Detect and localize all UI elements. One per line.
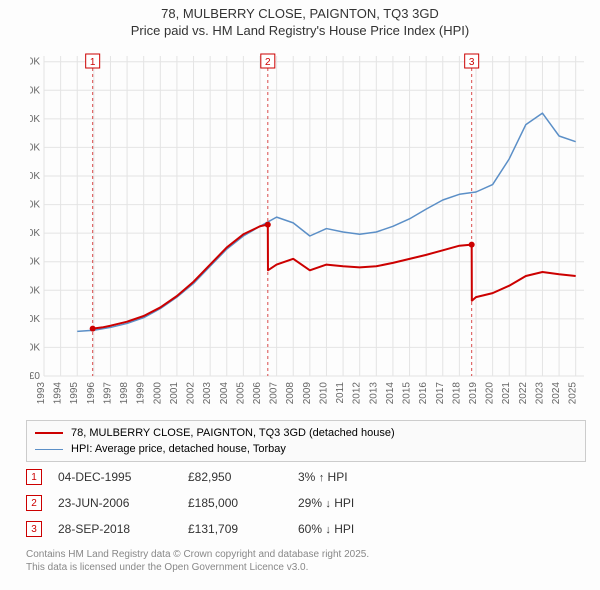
sale-row: 1 04-DEC-1995£82,9503% ↑ HPI <box>26 464 586 490</box>
svg-text:1995: 1995 <box>69 382 80 405</box>
sale-pct-vs-hpi: 29% ↓ HPI <box>298 496 438 510</box>
sale-pct-vs-hpi: 3% ↑ HPI <box>298 470 438 484</box>
title-subtitle: Price paid vs. HM Land Registry's House … <box>0 23 600 38</box>
svg-text:2008: 2008 <box>285 382 296 405</box>
svg-text:£100K: £100K <box>30 314 40 325</box>
svg-text:£150K: £150K <box>30 285 40 296</box>
svg-text:2009: 2009 <box>302 382 313 405</box>
legend-row: 78, MULBERRY CLOSE, PAIGNTON, TQ3 3GD (d… <box>35 425 577 441</box>
svg-text:2014: 2014 <box>385 382 396 405</box>
legend-swatch <box>35 449 63 450</box>
svg-text:2019: 2019 <box>468 382 479 405</box>
footer-attribution: Contains HM Land Registry data © Crown c… <box>26 548 586 574</box>
svg-text:£250K: £250K <box>30 228 40 239</box>
svg-text:2024: 2024 <box>551 382 562 405</box>
svg-text:2016: 2016 <box>418 382 429 405</box>
title-block: 78, MULBERRY CLOSE, PAIGNTON, TQ3 3GD Pr… <box>0 0 600 38</box>
svg-text:2012: 2012 <box>352 382 363 405</box>
svg-text:2021: 2021 <box>501 382 512 405</box>
svg-text:2005: 2005 <box>235 382 246 405</box>
sale-marker: 3 <box>26 521 42 537</box>
sales-table: 1 04-DEC-1995£82,9503% ↑ HPI 2 23-JUN-2006£… <box>26 464 586 542</box>
svg-text:£300K: £300K <box>30 200 40 211</box>
sale-date: 28-SEP-2018 <box>58 522 188 536</box>
sale-price: £82,950 <box>188 470 298 484</box>
sale-marker: 2 <box>26 495 42 511</box>
sale-row: 2 23-JUN-2006£185,00029% ↓ HPI <box>26 490 586 516</box>
svg-text:1994: 1994 <box>53 382 64 405</box>
svg-text:2023: 2023 <box>534 382 545 405</box>
line-chart: £0 £50K £100K £150K £200K £250K £300K £350K £400… <box>30 48 590 408</box>
title-address: 78, MULBERRY CLOSE, PAIGNTON, TQ3 3GD <box>0 6 600 21</box>
svg-text:2025: 2025 <box>568 382 579 405</box>
svg-text:2002: 2002 <box>186 382 197 405</box>
svg-text:2006: 2006 <box>252 382 263 405</box>
footer-line1: Contains HM Land Registry data © Crown c… <box>26 548 586 561</box>
svg-text:£450K: £450K <box>30 114 40 125</box>
svg-text:2003: 2003 <box>202 382 213 405</box>
svg-text:£350K: £350K <box>30 171 40 182</box>
svg-text:£0: £0 <box>30 371 40 382</box>
svg-text:2007: 2007 <box>269 382 280 405</box>
legend: 78, MULBERRY CLOSE, PAIGNTON, TQ3 3GD (d… <box>26 420 586 462</box>
sale-date: 23-JUN-2006 <box>58 496 188 510</box>
svg-text:1999: 1999 <box>136 382 147 405</box>
trend-arrow-icon: ↑ <box>319 472 325 484</box>
svg-text:2: 2 <box>265 57 271 68</box>
svg-text:£200K: £200K <box>30 257 40 268</box>
sale-price: £185,000 <box>188 496 298 510</box>
svg-text:2001: 2001 <box>169 382 180 405</box>
sale-price: £131,709 <box>188 522 298 536</box>
svg-text:£550K: £550K <box>30 57 40 68</box>
footer-line2: This data is licensed under the Open Gov… <box>26 561 586 574</box>
svg-text:2022: 2022 <box>518 382 529 405</box>
sale-date: 04-DEC-1995 <box>58 470 188 484</box>
svg-text:£400K: £400K <box>30 142 40 153</box>
svg-text:1998: 1998 <box>119 382 130 405</box>
svg-text:2020: 2020 <box>485 382 496 405</box>
svg-text:1: 1 <box>90 57 96 68</box>
svg-text:2004: 2004 <box>219 382 230 405</box>
svg-text:2000: 2000 <box>152 382 163 405</box>
sale-marker: 1 <box>26 469 42 485</box>
legend-swatch <box>35 432 63 434</box>
svg-text:2017: 2017 <box>435 382 446 405</box>
trend-arrow-icon: ↓ <box>325 498 331 510</box>
trend-arrow-icon: ↓ <box>325 524 331 536</box>
svg-text:1996: 1996 <box>86 382 97 405</box>
legend-label: 78, MULBERRY CLOSE, PAIGNTON, TQ3 3GD (d… <box>71 427 395 439</box>
svg-text:£500K: £500K <box>30 85 40 96</box>
sale-row: 3 28-SEP-2018£131,70960% ↓ HPI <box>26 516 586 542</box>
svg-text:2018: 2018 <box>451 382 462 405</box>
svg-text:2010: 2010 <box>318 382 329 405</box>
svg-text:1997: 1997 <box>102 382 113 405</box>
svg-text:2013: 2013 <box>368 382 379 405</box>
svg-text:2015: 2015 <box>402 382 413 405</box>
sale-pct-vs-hpi: 60% ↓ HPI <box>298 522 438 536</box>
svg-text:2011: 2011 <box>335 382 346 404</box>
svg-text:3: 3 <box>469 57 475 68</box>
svg-text:£50K: £50K <box>30 342 40 353</box>
legend-row: HPI: Average price, detached house, Torb… <box>35 441 577 457</box>
svg-text:1993: 1993 <box>36 382 47 405</box>
chart-container: 78, MULBERRY CLOSE, PAIGNTON, TQ3 3GD Pr… <box>0 0 600 590</box>
legend-label: HPI: Average price, detached house, Torb… <box>71 443 286 455</box>
